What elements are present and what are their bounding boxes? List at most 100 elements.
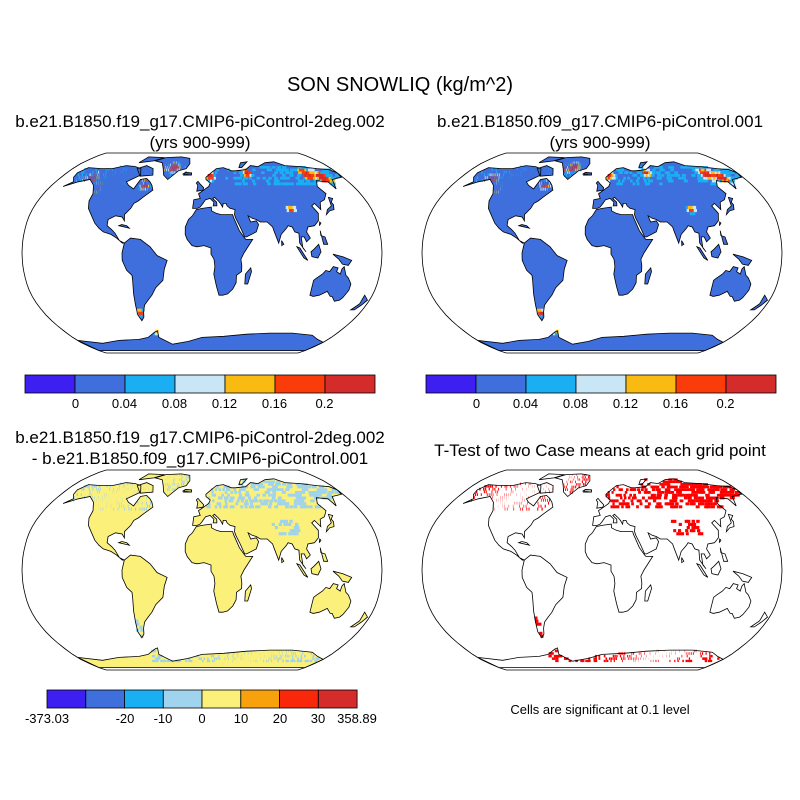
grid-cell: [164, 491, 165, 494]
grid-cell: [233, 171, 237, 174]
coastline: [695, 245, 709, 261]
grid-cell: [721, 491, 727, 494]
grid-cell: [264, 491, 269, 494]
grid-cell: [481, 170, 483, 174]
grid-cell: [612, 654, 615, 658]
grid-cell: [669, 166, 674, 169]
grid-cell: [622, 502, 626, 506]
grid-cell: [98, 176, 100, 179]
grid-cell: [664, 502, 668, 506]
map-background: [422, 470, 782, 670]
land-ellesmere: [139, 473, 165, 480]
grid-cell: [732, 176, 738, 180]
grid-cell: [646, 505, 650, 509]
grid-cell: [584, 478, 586, 481]
land-south-america: [122, 555, 168, 638]
grid-cell: [700, 532, 704, 536]
grid-cell: [566, 488, 568, 491]
grid-cell: [324, 171, 330, 174]
grid-cell: [655, 505, 659, 509]
grid-cell: [476, 176, 478, 179]
grid-cell: [251, 179, 256, 183]
grid-cell: [99, 490, 100, 494]
grid-cell: [124, 507, 126, 511]
grid-cell: [574, 161, 576, 164]
grid-cell: [709, 659, 713, 663]
grid-cell: [582, 659, 585, 663]
grid-cell: [621, 168, 625, 172]
grid-cell: [246, 493, 250, 497]
grid-cell: [537, 507, 539, 511]
grid-cell: [626, 171, 629, 174]
colorbar-tick-label: 0.04: [111, 396, 138, 411]
grid-cell: [170, 171, 172, 174]
grid-cell: [545, 490, 546, 494]
grid-cell: [685, 659, 688, 663]
grid-cell: [300, 491, 306, 494]
grid-cell: [587, 478, 589, 481]
coastline: [138, 473, 165, 481]
colorbar-box: [174, 374, 226, 394]
grid-cell: [503, 173, 504, 177]
grid-cell: [617, 493, 620, 497]
grid-cell: [233, 657, 234, 660]
grid-cell: [275, 657, 277, 660]
panel-case2-title-line2: (yrs 900-999): [549, 133, 651, 152]
grid-cell: [573, 168, 575, 172]
grid-cell: [555, 659, 559, 663]
grid-cell: [256, 493, 260, 497]
grid-cell: [81, 170, 83, 174]
grid-cell: [664, 493, 668, 497]
grid-cell: [666, 502, 671, 506]
grid-cell: [196, 654, 199, 658]
grid-cell: [322, 168, 328, 172]
grid-cell: [624, 171, 627, 174]
grid-cell: [214, 488, 218, 491]
grid-cell: [724, 493, 730, 497]
grid-cell: [504, 485, 506, 488]
grid-cell: [656, 659, 658, 663]
grid-cell: [500, 485, 502, 488]
grid-cell: [571, 163, 573, 167]
grid-cell: [667, 480, 672, 484]
coastline: [749, 294, 769, 311]
grid-cell: [268, 168, 273, 172]
grid-cell: [285, 205, 289, 209]
coastline: [517, 541, 531, 546]
grid-cell: [585, 659, 588, 663]
grid-cell: [691, 174, 696, 177]
grid-cell: [242, 488, 246, 491]
grid-cell: [185, 474, 187, 476]
grid-cell: [216, 485, 219, 489]
grid-cell: [178, 168, 180, 172]
grid-cell: [698, 502, 702, 506]
coastline: [309, 265, 352, 302]
grid-cell: [670, 174, 675, 177]
grid-cell: [649, 496, 653, 500]
grid-cell: [227, 652, 229, 655]
colorbar-box: [124, 374, 176, 394]
grid-cell: [169, 174, 171, 177]
coastline: [195, 180, 205, 192]
grid-cell: [239, 176, 242, 180]
grid-cell: [83, 487, 85, 491]
grid-cell: [663, 496, 668, 500]
grid-cell: [492, 176, 494, 179]
grid-cell: [312, 657, 315, 660]
colorbar-box: [24, 374, 76, 394]
grid-cell: [607, 493, 610, 497]
grid-cell: [270, 488, 275, 491]
grid-cell: [551, 657, 556, 660]
grid-cell: [540, 187, 542, 191]
grid-cell: [181, 474, 182, 476]
grid-cell: [576, 474, 578, 476]
grid-cell: [563, 166, 565, 169]
grid-cell: [527, 501, 528, 505]
grid-cell: [212, 654, 215, 658]
grid-cell: [281, 654, 283, 658]
grid-cell: [610, 659, 612, 663]
grid-cell: [640, 652, 642, 655]
grid-cell: [614, 654, 616, 658]
grid-cell: [618, 171, 621, 174]
grid-cell: [230, 491, 234, 494]
